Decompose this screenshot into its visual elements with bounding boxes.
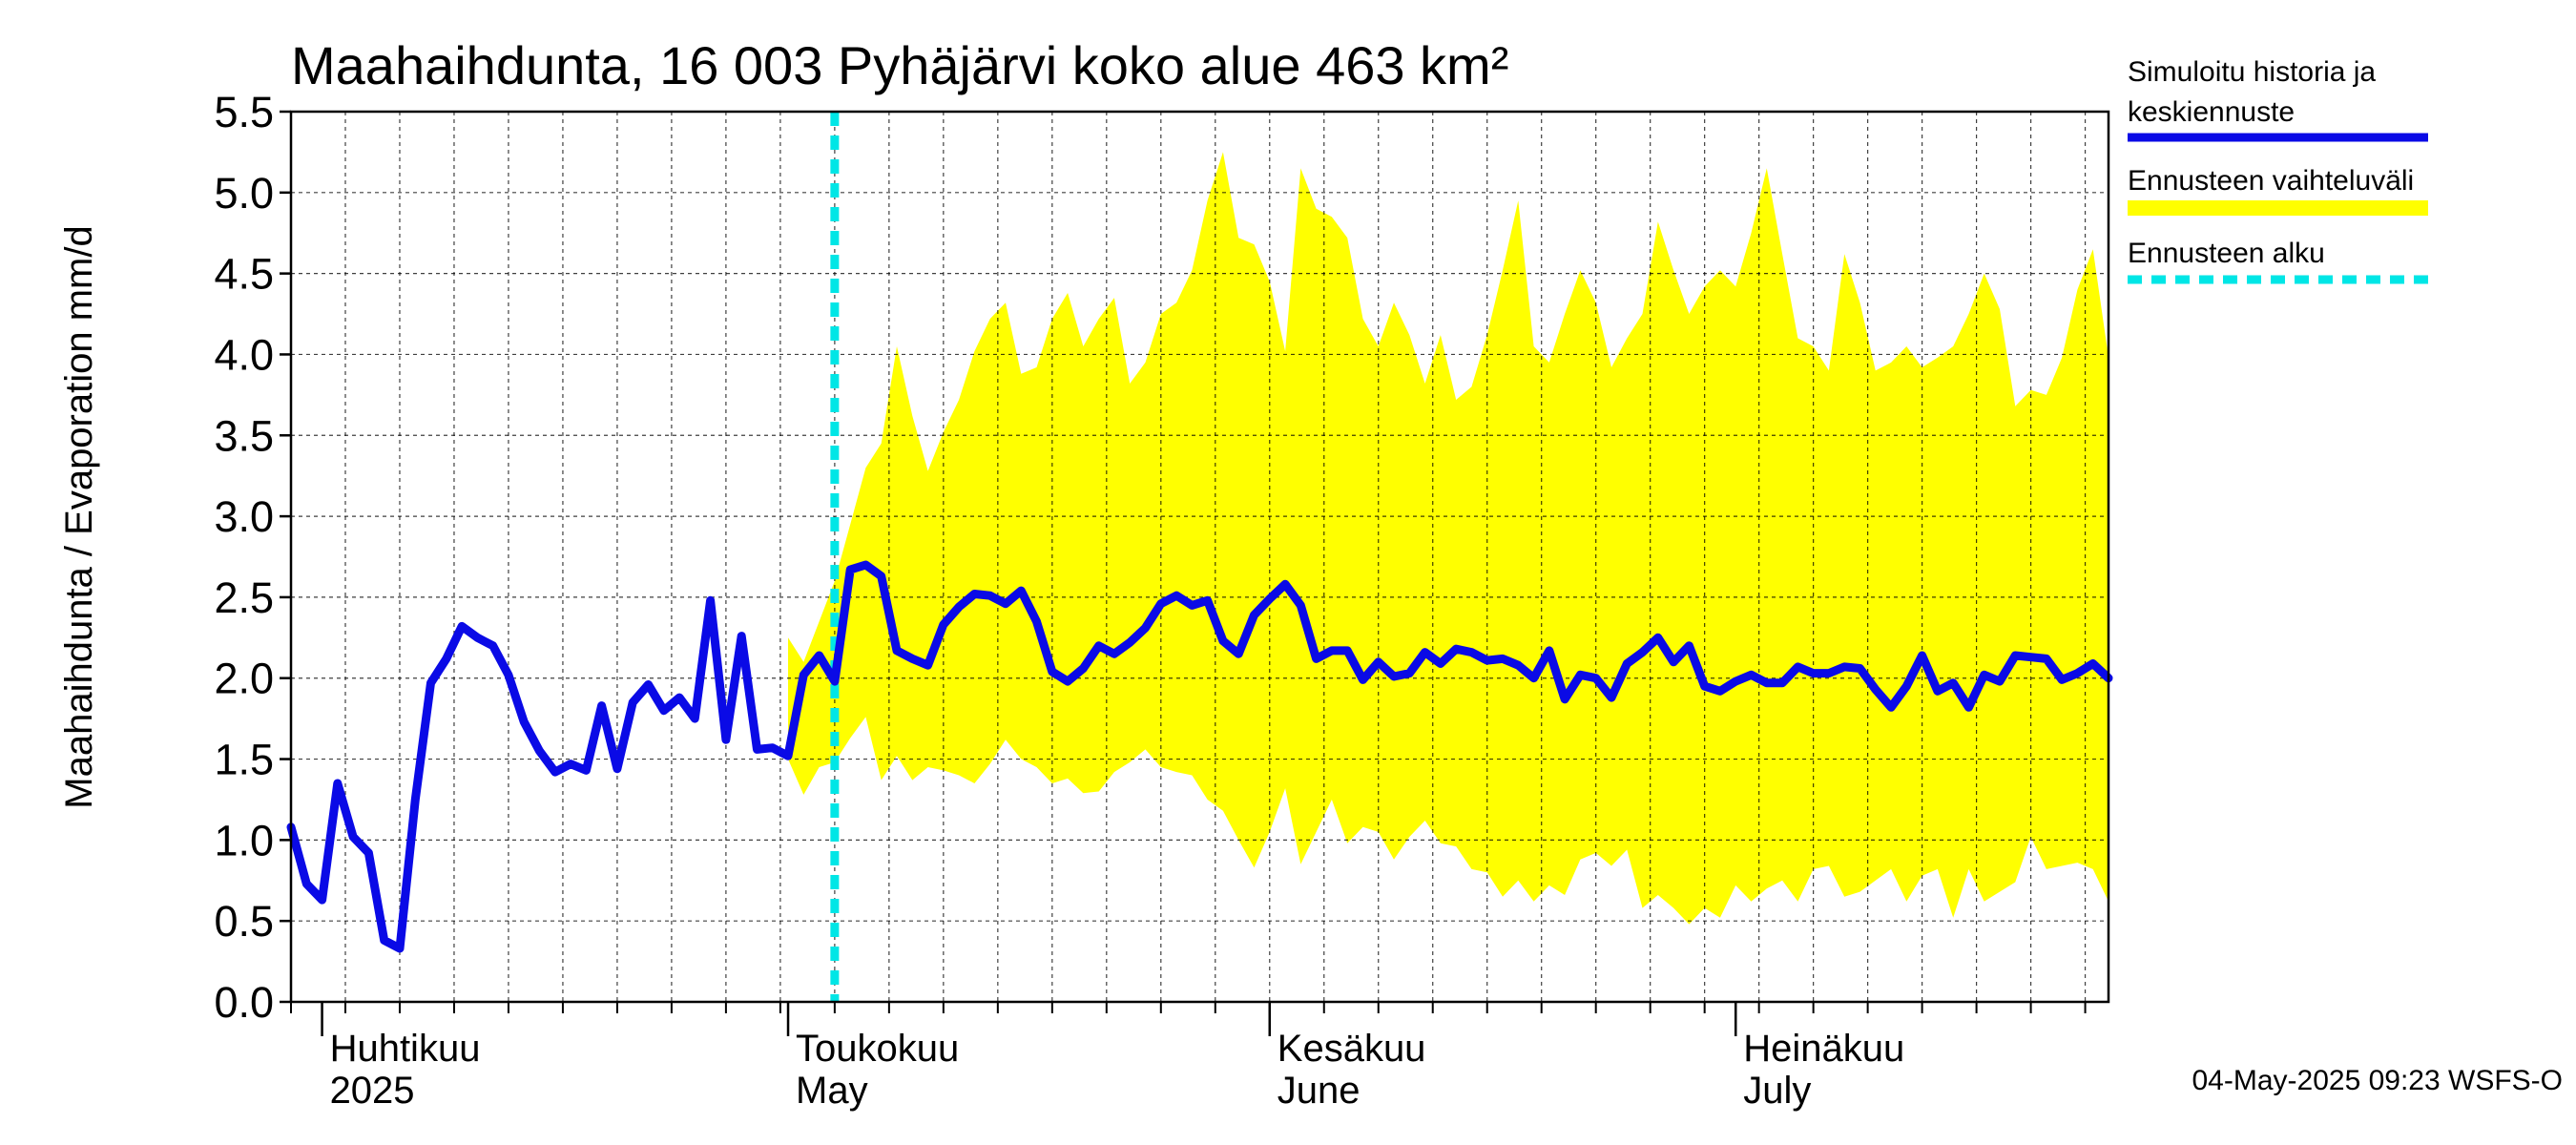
axis-layer: 0.0 0.5 1.0 1.5 2.0 2.5 3.0 3.5 4.0 4.5 5.0 5.5 Huht… [214,88,2110,1112]
legend-label: Ennusteen vaihteluväli [2128,165,2414,197]
month-sublabel: July [1743,1070,1811,1112]
month-sublabel: 2025 [330,1070,415,1112]
y-tick-label: 0.0 [214,978,274,1027]
y-tick-label: 0.5 [214,897,274,946]
series-layer [286,560,2113,953]
y-tick-label: 4.5 [214,250,274,299]
y-axis-label: Maahaihdunta / Evaporation mm/d [58,225,100,808]
y-tick-label: 1.5 [214,736,274,784]
y-tick-label: 4.0 [214,330,274,379]
month-label: Heinäkuu [1743,1028,1904,1070]
plot-frame [289,110,2110,1004]
footer-timestamp: 04-May-2025 09:23 WSFS-O [2192,1065,2564,1096]
chart-title: Maahaihdunta, 16 003 Pyhäjärvi koko alue… [291,35,1508,95]
series-line-evaporation [286,560,2113,953]
month-sublabel: May [796,1070,868,1112]
legend: Simuloitu historia ja keskiennuste Ennuste… [2128,56,2428,284]
y-tick-label: 5.0 [214,169,274,218]
y-tick-label: 5.5 [214,88,274,136]
month-sublabel: June [1278,1070,1361,1112]
y-tick-label: 3.0 [214,492,274,541]
forecast-band-layer [788,152,2109,925]
y-tick-label: 3.5 [214,411,274,460]
forecast-range-band [788,152,2109,925]
month-label: Kesäkuu [1278,1028,1426,1070]
month-label: Toukokuu [796,1028,959,1070]
month-label: Huhtikuu [330,1028,481,1070]
grid-layer [290,111,2109,1003]
y-tick-label: 1.0 [214,816,274,864]
legend-label: Simuloitu historia ja [2128,56,2376,88]
legend-label: keskiennuste [2128,96,2295,128]
y-tick-label: 2.0 [214,655,274,703]
legend-label: Ennusteen alku [2128,238,2325,269]
y-tick-label: 2.5 [214,573,274,622]
